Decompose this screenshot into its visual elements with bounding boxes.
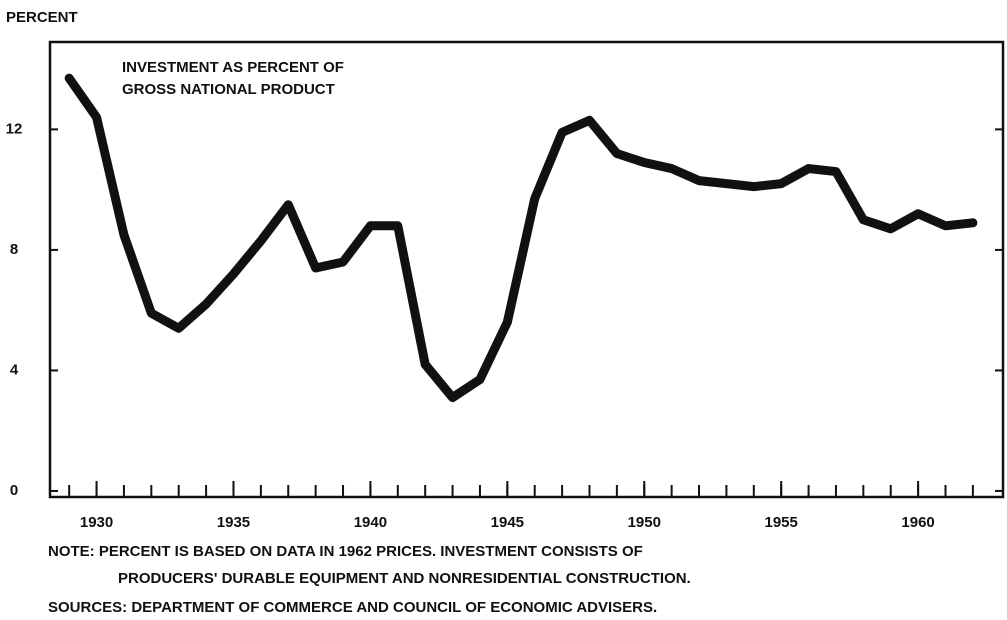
x-tick-label: 1950: [628, 514, 661, 531]
note: NOTE: PERCENT IS BASED ON DATA IN 1962 P…: [48, 543, 643, 560]
data-line: [64, 73, 978, 403]
note: PRODUCERS' DURABLE EQUIPMENT AND NONRESI…: [118, 570, 691, 587]
x-tick-label: 1935: [217, 514, 250, 531]
y-axis-label: PERCENT: [6, 9, 78, 26]
chart-title: GROSS NATIONAL PRODUCT: [122, 81, 335, 98]
y-tick-label: 4: [10, 361, 19, 378]
plot-frame: [48, 40, 1005, 499]
chart-title: INVESTMENT AS PERCENT OF: [122, 59, 344, 76]
y-tick-label: 12: [6, 120, 23, 137]
y-tick-label: 8: [10, 241, 18, 258]
x-tick-label: 1940: [354, 514, 387, 531]
x-tick-label: 1930: [80, 514, 113, 531]
x-tick-label: 1955: [764, 514, 797, 531]
y-tick-label: 0: [10, 482, 18, 499]
sources: SOURCES: DEPARTMENT OF COMMERCE AND COUN…: [48, 599, 657, 616]
x-tick-label: 1945: [491, 514, 524, 531]
x-tick-label: 1960: [901, 514, 934, 531]
